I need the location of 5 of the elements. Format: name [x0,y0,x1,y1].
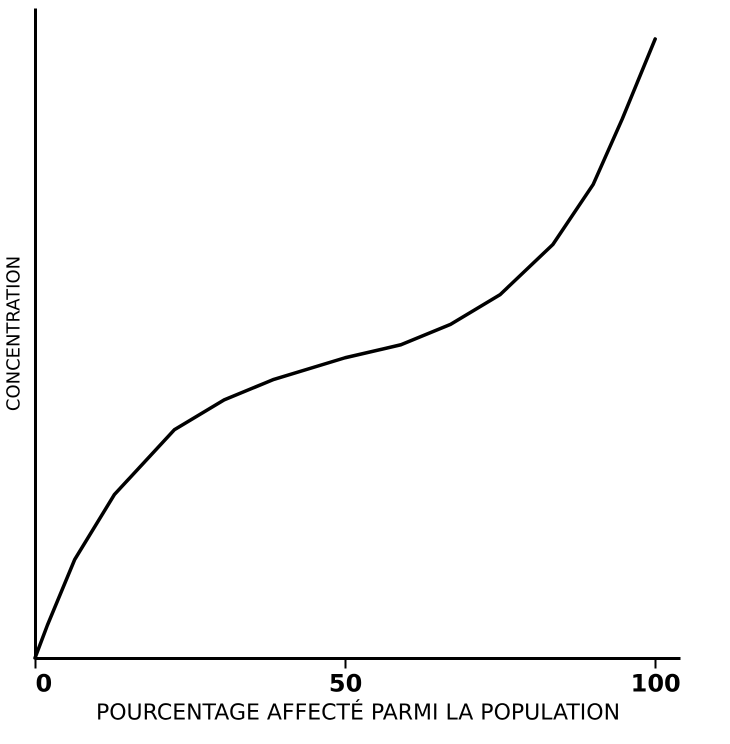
x-axis-title: POURCENTAGE AFFECTÉ PARMI LA POPULATION [96,698,620,726]
y-axis-title: CONCENTRATION [4,256,24,412]
x-tick-label: 50 [328,670,362,698]
x-tick-label: 100 [630,670,681,698]
x-tick-label: 0 [36,670,52,698]
